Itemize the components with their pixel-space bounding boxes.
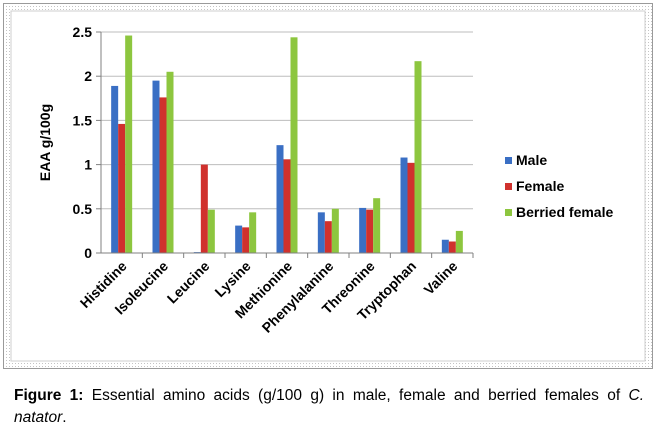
bar-female-isoleucine — [159, 97, 167, 253]
bar-male-isoleucine — [152, 80, 160, 254]
legend-label: Berried female — [516, 204, 613, 220]
bar-male-phenylalanine — [317, 212, 325, 253]
bar-male-tryptophan — [400, 157, 408, 253]
bar-female-phenylalanine — [324, 221, 332, 253]
bar-berried-female-phenylalanine — [331, 208, 339, 253]
y-tick-label: 0 — [84, 245, 92, 261]
caption-text-before: Essential amino acids (g/100 g) in male,… — [83, 387, 629, 404]
bar-berried-female-valine — [455, 230, 463, 253]
legend-swatch — [505, 183, 512, 190]
bar-berried-female-threonine — [373, 198, 381, 253]
y-tick-label: 1.5 — [73, 112, 93, 128]
bar-female-leucine — [200, 164, 208, 253]
bar-berried-female-methionine — [290, 37, 298, 253]
y-axis-label: EAA g/100g — [37, 104, 53, 181]
bar-female-histidine — [118, 123, 126, 253]
bar-berried-female-lysine — [249, 212, 257, 253]
bar-male-threonine — [359, 207, 367, 253]
caption-species: C. natator — [14, 387, 644, 426]
bar-female-tryptophan — [407, 162, 415, 253]
bar-male-histidine — [111, 85, 119, 253]
bar-male-valine — [441, 239, 449, 253]
caption-label: Figure 1: — [14, 387, 84, 404]
y-tick-label: 2 — [84, 68, 92, 84]
legend-label: Male — [516, 152, 547, 168]
bar-male-methionine — [276, 145, 284, 253]
bar-female-lysine — [242, 227, 250, 253]
bar-berried-female-tryptophan — [414, 61, 422, 254]
bar-female-methionine — [283, 159, 291, 253]
bar-male-lysine — [235, 225, 243, 253]
y-tick-label: 2.5 — [73, 24, 93, 40]
bar-berried-female-leucine — [207, 209, 215, 253]
figure-caption: Figure 1: Essential amino acids (g/100 g… — [14, 385, 644, 429]
bar-female-threonine — [366, 209, 374, 253]
bar-berried-female-isoleucine — [166, 71, 174, 253]
legend-swatch — [505, 209, 512, 216]
chart-frame: 0 0.5 1 1.5 2 2.5 EAA g/100g Histidine Isoleucin… — [3, 3, 653, 369]
bar-female-valine — [448, 241, 456, 253]
legend-label: Female — [516, 178, 564, 194]
caption-text-after: . — [62, 409, 67, 426]
y-tick-label: 1 — [84, 157, 92, 173]
y-tick-label: 0.5 — [73, 201, 93, 217]
bar-berried-female-histidine — [125, 35, 133, 254]
legend-swatch — [505, 157, 512, 164]
